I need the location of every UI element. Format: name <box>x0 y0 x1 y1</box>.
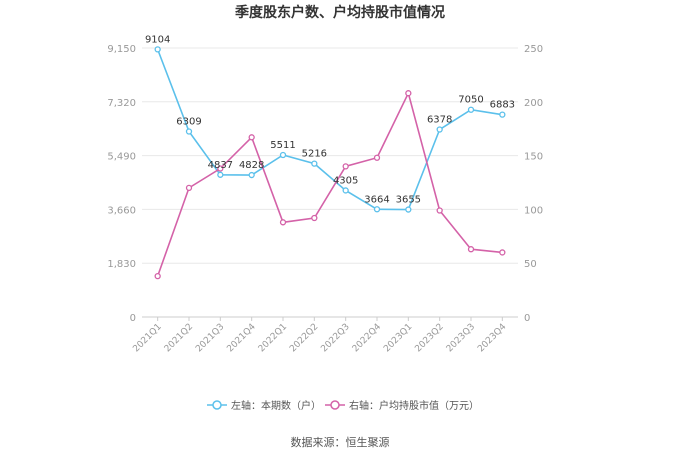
data-label: 3655 <box>396 195 421 206</box>
data-label: 5511 <box>270 140 295 151</box>
right-tick-label: 250 <box>524 44 543 55</box>
x-tick-label: 2023Q2 <box>413 322 445 354</box>
chart-title: 季度股东户数、户均持股市值情况 <box>234 4 445 21</box>
gridlines <box>142 47 518 318</box>
x-tick-label: 2021Q3 <box>194 322 226 354</box>
x-tick-label: 2021Q1 <box>131 322 163 354</box>
data-point-right[interactable] <box>248 134 255 141</box>
legend-right-label: 右轴：户均持股市值（万元） <box>349 399 479 412</box>
left-tick-label: 1,830 <box>107 259 136 270</box>
left-tick-label: 9,150 <box>107 44 136 55</box>
data-label: 4837 <box>208 160 233 171</box>
data-point-right[interactable] <box>185 184 193 192</box>
data-point-right[interactable] <box>499 249 506 256</box>
data-label: 7050 <box>458 95 483 106</box>
right-tick-label: 100 <box>524 205 543 216</box>
data-point-right[interactable] <box>467 246 475 253</box>
data-label: 6883 <box>490 100 515 111</box>
data-source: 数据来源：恒生聚源 <box>291 435 390 449</box>
x-tick-label: 2023Q1 <box>382 322 414 354</box>
legend-item-right[interactable]: 右轴：户均持股市值（万元） <box>325 399 479 412</box>
data-point-right[interactable] <box>342 163 349 170</box>
series-line-left <box>156 49 503 211</box>
data-point-left[interactable] <box>279 151 287 159</box>
x-tick-label: 2023Q4 <box>476 322 509 355</box>
right-tick-label: 200 <box>524 98 543 109</box>
data-point-left[interactable] <box>248 171 255 179</box>
x-tick-label: 2023Q3 <box>445 322 477 354</box>
data-point-right[interactable] <box>405 90 412 97</box>
data-label: 6378 <box>427 114 452 125</box>
legend-right-marker <box>330 400 340 410</box>
data-label: 6309 <box>176 117 201 128</box>
series-line-right <box>156 90 503 277</box>
right-tick-label: 150 <box>524 152 543 163</box>
x-tick-label: 2022Q1 <box>257 322 289 354</box>
data-point-left[interactable] <box>467 106 475 113</box>
x-tick-label: 2022Q3 <box>319 322 351 354</box>
x-tick-label: 2022Q4 <box>351 322 384 355</box>
data-point-left[interactable] <box>154 46 161 53</box>
data-point-right[interactable] <box>279 219 287 226</box>
data-labels: 9104 6309 4837 4828 5511 5216 4305 3664 3655 6378… <box>145 34 515 205</box>
x-tick-label: 2022Q2 <box>288 322 320 354</box>
left-axis-ticks: 9,150 7,320 5,490 3,660 1,830 0 <box>107 44 136 324</box>
legend-item-left[interactable]: 左轴：本期数（户） <box>207 399 321 412</box>
data-point-right[interactable] <box>311 214 318 222</box>
data-point-left[interactable] <box>436 126 443 133</box>
data-point-right[interactable] <box>373 154 381 161</box>
legend-left-label: 左轴：本期数（户） <box>231 399 321 412</box>
data-point-left[interactable] <box>342 187 349 194</box>
left-tick-label: 3,660 <box>107 205 136 216</box>
left-tick-label: 5,490 <box>107 152 136 163</box>
legend: 左轴：本期数（户） 右轴：户均持股市值（万元） <box>207 399 479 412</box>
left-tick-label: 0 <box>130 313 136 324</box>
data-point-left[interactable] <box>405 206 412 213</box>
data-label: 4305 <box>333 175 358 186</box>
data-label: 3664 <box>364 194 389 205</box>
data-point-left[interactable] <box>373 206 381 213</box>
data-point-right[interactable] <box>217 165 224 172</box>
data-label: 9104 <box>145 34 170 45</box>
series-lines <box>154 46 506 280</box>
data-point-right[interactable] <box>436 207 443 214</box>
data-point-left[interactable] <box>185 128 193 135</box>
data-label: 4828 <box>239 160 264 171</box>
data-point-left[interactable] <box>311 160 318 167</box>
data-point-left[interactable] <box>217 171 224 178</box>
data-point-right[interactable] <box>154 272 161 280</box>
data-point-left[interactable] <box>499 111 506 118</box>
right-axis-ticks: 250 200 150 100 50 0 <box>524 44 543 324</box>
legend-left-marker <box>212 400 222 410</box>
x-tick-label: 2021Q2 <box>163 322 195 354</box>
data-label: 5216 <box>302 149 327 160</box>
right-tick-label: 0 <box>524 313 530 324</box>
x-tick-label: 2021Q4 <box>225 322 258 355</box>
right-tick-label: 50 <box>524 259 537 270</box>
x-axis-ticks: 2021Q1 2021Q2 2021Q3 2021Q4 2022Q1 2022Q2 2022… <box>131 317 509 355</box>
left-tick-label: 7,320 <box>107 98 136 109</box>
